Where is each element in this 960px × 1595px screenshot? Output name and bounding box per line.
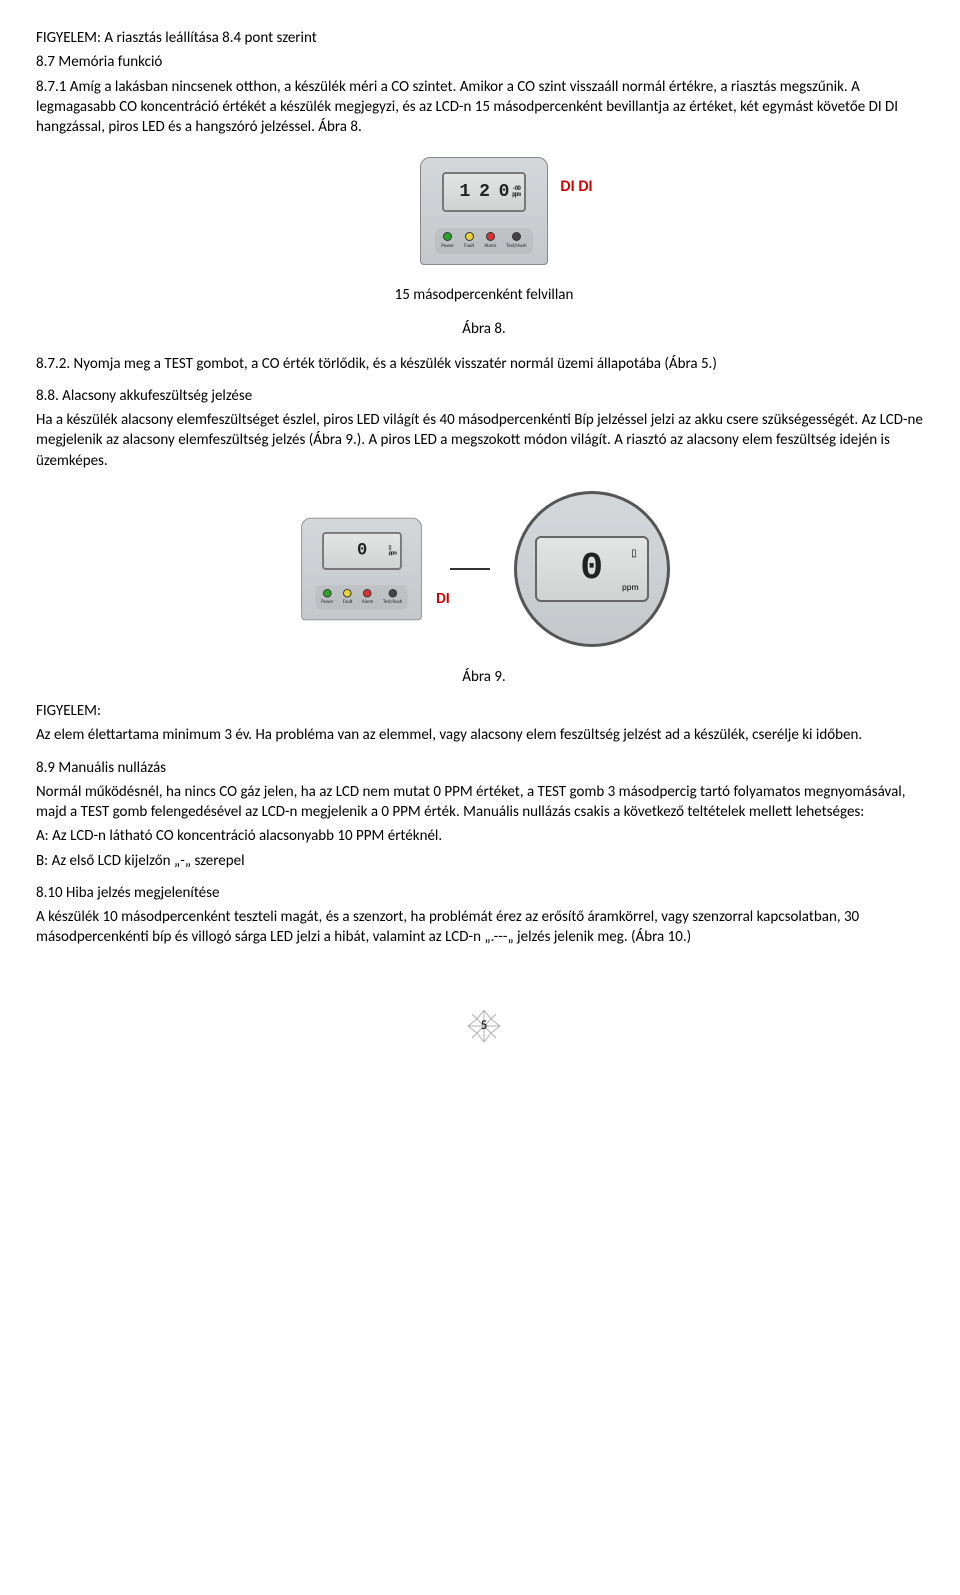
section-8-7-2: 8.7.2. Nyomja meg a TEST gombot, a CO ér…: [36, 354, 932, 374]
section-8-10-head: 8.10 Hiba jelzés megjelenítése: [36, 883, 932, 903]
sound-annotation: DI DI: [560, 176, 592, 198]
section-8-9-a: A: Az LCD-n látható CO koncentráció alac…: [36, 826, 932, 846]
figure-8-caption-line1: 15 másodpercenként felvillan: [36, 285, 932, 305]
lcd-display-small: 0 ▯ppm: [322, 532, 402, 570]
page-number: 5: [481, 1017, 488, 1035]
zoom-connector: [450, 568, 490, 570]
lcd-zoom-value: 0: [580, 543, 603, 594]
section-8-9-head: 8.9 Manuális nullázás: [36, 758, 932, 778]
section-8-7-1-body: 8.7.1 Amíg a lakásban nincsenek otthon, …: [36, 77, 932, 138]
device-illustration-small: 0 ▯ppm Power Fault Alarm Test/Hush DI: [301, 518, 422, 620]
lcd-display: 1 2 0 -00ppm: [442, 172, 526, 212]
attention-label: FIGYELEM:: [36, 701, 932, 721]
lcd-zoom-ppm: ppm: [622, 582, 639, 594]
led-row: Power Fault Alarm Test/Hush: [435, 228, 532, 254]
figure-9-caption: Ábra 9.: [36, 667, 932, 687]
attention-line: FIGYELEM: A riasztás leállítása 8.4 pont…: [36, 28, 932, 48]
attention-body: Az elem élettartama minimum 3 év. Ha pro…: [36, 725, 932, 745]
battery-icon: ▯: [631, 546, 637, 560]
figure-8-caption-line2: Ábra 8.: [36, 319, 932, 339]
page-number-badge: 5: [36, 1008, 932, 1044]
zoom-circle: 0 ppm ▯: [514, 491, 670, 647]
figure-8: 1 2 0 -00ppm Power Fault Alarm Test/Hush…: [36, 157, 932, 265]
lcd-sub: -00ppm: [512, 186, 520, 198]
lcd-value-small: 0: [357, 539, 366, 562]
section-8-10-body: A készülék 10 másodpercenként teszteli m…: [36, 907, 932, 948]
section-8-9-body: Normál működésnél, ha nincs CO gáz jelen…: [36, 782, 932, 823]
section-8-8-body: Ha a készülék alacsony elemfeszültséget …: [36, 410, 932, 471]
lcd-value: 1 2 0: [459, 180, 508, 204]
led-row-small: Power Fault Alarm Test/Hush: [316, 585, 409, 609]
section-8-8-head: 8.8. Alacsony akkufeszültség jelzése: [36, 386, 932, 406]
figure-9: 0 ▯ppm Power Fault Alarm Test/Hush DI 0 …: [36, 491, 932, 647]
lcd-zoom: 0 ppm ▯: [535, 536, 649, 602]
sound-annotation-di: DI: [436, 589, 450, 610]
device-illustration: 1 2 0 -00ppm Power Fault Alarm Test/Hush…: [420, 157, 547, 265]
section-8-9-b: B: Az első LCD kijelzőn „-„ szerepel: [36, 851, 932, 871]
section-8-7: 8.7 Memória funkció: [36, 52, 932, 72]
lcd-sub-small: ▯ppm: [389, 545, 396, 556]
